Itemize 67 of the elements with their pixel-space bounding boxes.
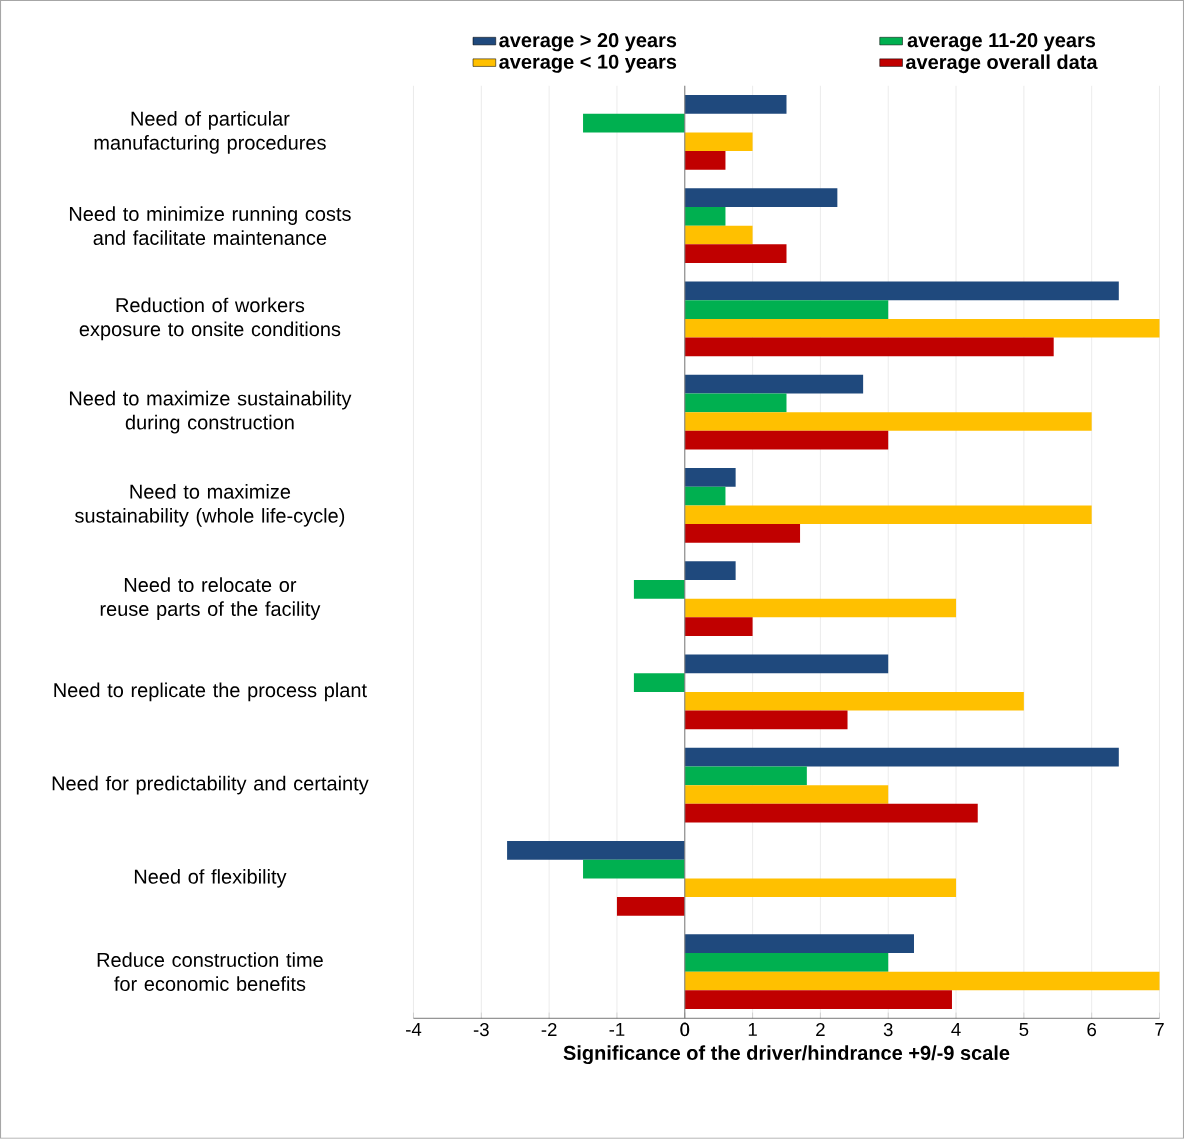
bar (684, 953, 889, 972)
legend-label: average < 10 years (499, 54, 677, 73)
bar (684, 281, 1119, 301)
bar (684, 934, 914, 954)
x-tick-label: 3 (883, 1023, 893, 1037)
bar (684, 748, 1119, 767)
x-tick-label: 5 (1019, 1023, 1029, 1037)
legend-label: average > 20 years (499, 33, 677, 52)
bar (684, 393, 787, 413)
bar (684, 710, 848, 730)
bar (684, 654, 889, 674)
x-tick-label: -1 (609, 1023, 625, 1036)
bar (684, 375, 864, 394)
bar (684, 95, 787, 114)
bar (684, 319, 1160, 338)
legend-label: average overall data (906, 54, 1098, 74)
x-tick-label: 1 (748, 1023, 757, 1036)
bar (684, 617, 753, 637)
x-tick-label: -3 (473, 1023, 489, 1037)
y-tick-label: Need to relocate or reuse parts of the facility (100, 577, 321, 621)
y-tick-label: Reduction of workers exposure to onsite conditions (79, 297, 341, 341)
bar (684, 188, 838, 208)
x-axis-title: Significance of the driver/hindrance +9/-9 scale (563, 1045, 1010, 1065)
bar (684, 692, 1024, 711)
bar (616, 897, 685, 916)
y-tick-label: Need of flexibility (134, 869, 287, 888)
bar (684, 207, 726, 226)
x-tick-label: 6 (1087, 1023, 1097, 1037)
bar (583, 113, 685, 133)
y-tick-label: Need to minimize running costs and facilitate maintenance (69, 206, 351, 246)
x-tick-label: 7 (1155, 1023, 1164, 1036)
bar (684, 561, 736, 581)
y-tick-label: Need of particular manufacturing procedures (94, 111, 326, 154)
y-tick-label: Need for predictability and certainty (52, 776, 369, 795)
bar (684, 412, 1092, 431)
bar (684, 785, 889, 804)
bar (684, 766, 807, 786)
y-tick-label: Need to replicate the process plant (54, 682, 367, 702)
bar (507, 841, 685, 860)
bar (684, 468, 736, 487)
bar (684, 971, 1160, 991)
bar (633, 673, 685, 693)
bar (684, 505, 1092, 525)
bar (684, 598, 957, 618)
x-tick-label: 2 (816, 1023, 825, 1037)
bar (684, 225, 753, 245)
x-tick-label: 4 (951, 1023, 961, 1036)
bar (633, 580, 685, 599)
x-tick-label: -4 (406, 1023, 422, 1036)
y-tick-label: Reduce construction time for economic benefits (97, 952, 323, 992)
bar (684, 244, 787, 264)
bar (684, 486, 726, 506)
bar (684, 300, 889, 320)
bar (684, 430, 889, 450)
y-tick-label: Need to maximize sustainability during construction (69, 391, 352, 434)
x-tick-label: 0 (680, 1022, 689, 1036)
bar (684, 132, 753, 152)
bar (684, 878, 957, 898)
legend-label: average 11-20 years (907, 33, 1096, 52)
bar (684, 337, 1054, 357)
bar (583, 859, 685, 879)
y-tick-label: Need to maximize sustainability (whole life-cycle) (75, 484, 345, 527)
bar (684, 151, 726, 170)
x-tick-label: -2 (541, 1023, 557, 1037)
bar (684, 524, 801, 543)
bar (684, 803, 978, 823)
bar (684, 990, 952, 1010)
